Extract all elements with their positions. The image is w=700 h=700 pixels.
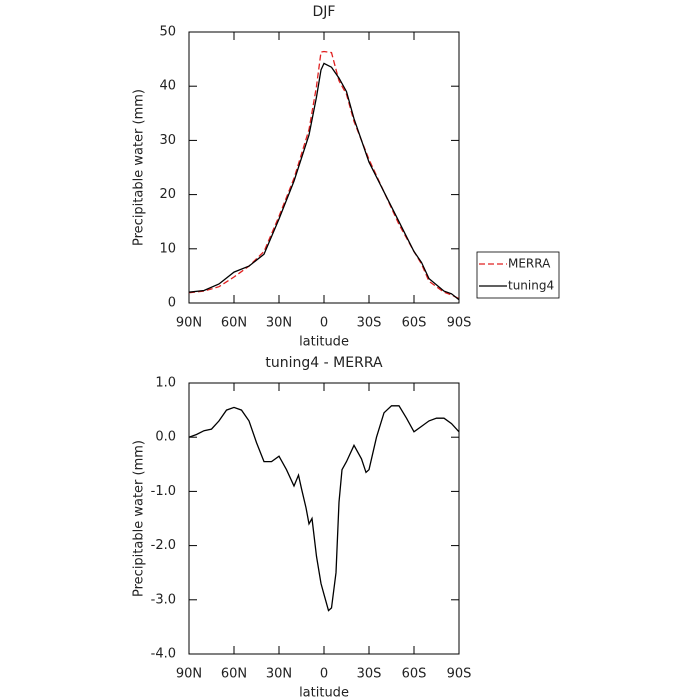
chart-title: DJF xyxy=(313,4,336,20)
legend-label: MERRA xyxy=(508,257,551,271)
x-tick-label: 90S xyxy=(447,667,472,682)
x-axis-label: latitude xyxy=(299,335,349,350)
x-tick-label: 0 xyxy=(320,316,328,331)
x-tick-label: 60N xyxy=(221,667,247,682)
y-tick-label: -4.0 xyxy=(151,647,176,662)
x-tick-label: 90S xyxy=(447,316,472,331)
data-line xyxy=(188,62,460,301)
y-axis-label: Precipitable water (mm) xyxy=(132,89,147,246)
y-tick-label: -1.0 xyxy=(151,484,176,499)
x-tick-label: 30S xyxy=(357,316,382,331)
x-axis-label: latitude xyxy=(299,686,349,700)
y-tick-label: -3.0 xyxy=(151,592,176,607)
y-tick-label: 1.0 xyxy=(155,376,176,391)
x-tick-label: 90N xyxy=(176,667,202,682)
x-tick-label: 90N xyxy=(176,316,202,331)
plot-frame xyxy=(188,31,460,304)
y-tick-label: 0 xyxy=(168,296,176,311)
y-tick-label: 40 xyxy=(159,79,176,94)
y-axis-label: Precipitable water (mm) xyxy=(132,440,147,597)
y-tick-label: 0.0 xyxy=(155,430,176,445)
x-tick-label: 30N xyxy=(266,667,292,682)
x-tick-label: 30N xyxy=(266,316,292,331)
plot-frame xyxy=(188,382,460,655)
y-tick-label: 30 xyxy=(159,133,176,148)
x-tick-label: 60N xyxy=(221,316,247,331)
x-tick-label: 60S xyxy=(402,667,427,682)
legend-label: tuning4 xyxy=(508,279,554,293)
x-tick-label: 60S xyxy=(402,316,427,331)
y-tick-label: 20 xyxy=(159,187,176,202)
x-tick-label: 0 xyxy=(320,667,328,682)
x-tick-label: 30S xyxy=(357,667,382,682)
data-line xyxy=(188,50,460,300)
y-tick-label: 10 xyxy=(159,241,176,256)
legend-box xyxy=(476,251,560,299)
data-line xyxy=(188,405,460,612)
y-tick-label: -2.0 xyxy=(151,538,176,553)
y-tick-label: 50 xyxy=(159,25,176,40)
chart-title: tuning4 - MERRA xyxy=(265,355,383,371)
